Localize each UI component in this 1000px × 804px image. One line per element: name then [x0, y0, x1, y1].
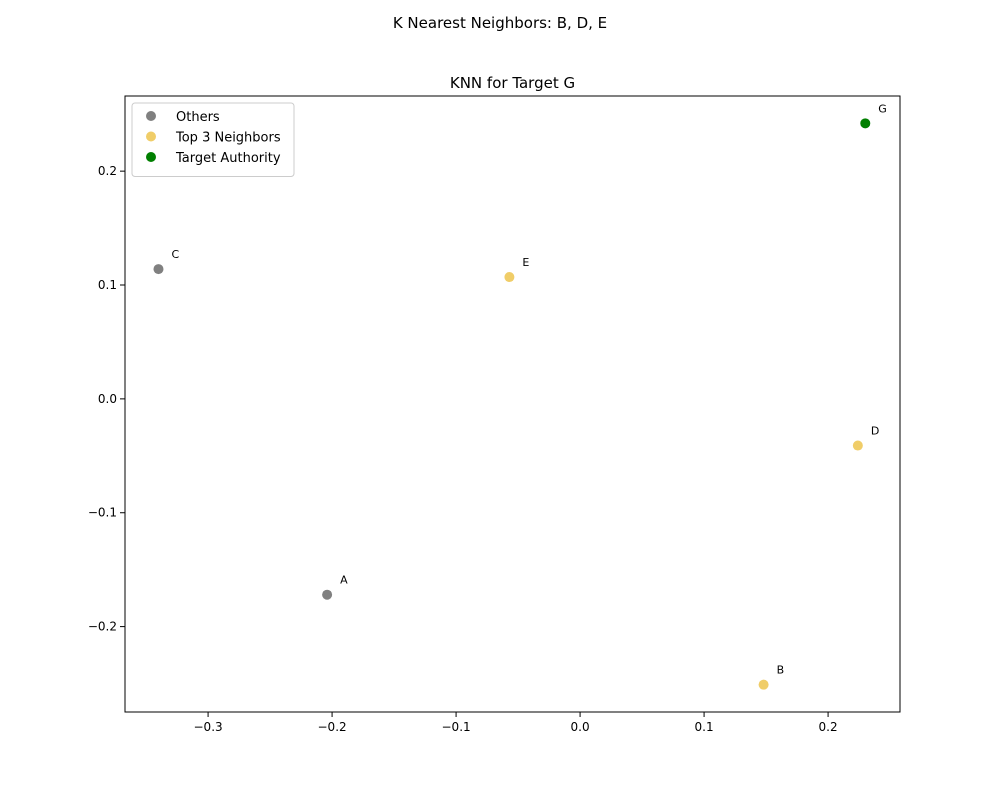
point-label-e: E [522, 256, 529, 269]
y-axis: −0.2 −0.1 0.0 0.1 0.2 [88, 164, 125, 634]
legend-marker [146, 111, 156, 121]
point-d [852, 440, 863, 451]
x-tick-label: −0.3 [194, 720, 223, 734]
legend-entry-label: Target Authority [175, 151, 281, 166]
y-tick-label: −0.1 [88, 506, 117, 520]
x-tick-label: 0.2 [819, 720, 838, 734]
legend-entry-label: Top 3 Neighbors [175, 131, 281, 146]
point-a [322, 589, 333, 600]
plot-area [124, 95, 901, 713]
x-tick-label: −0.1 [442, 720, 471, 734]
y-tick-label: 0.0 [98, 392, 117, 406]
legend-marker [146, 152, 156, 162]
point-b [758, 679, 769, 690]
x-axis: −0.3 −0.2 −0.1 0.0 0.1 0.2 [194, 712, 838, 734]
legend: Others Top 3 Neighbors Target Authority [131, 102, 295, 177]
point-g [860, 118, 871, 129]
point-label-c: C [171, 248, 179, 261]
point-label-g: G [878, 102, 887, 115]
legend-entry-label: Others [176, 110, 220, 125]
x-tick-label: −0.2 [318, 720, 347, 734]
x-tick-label: 0.0 [571, 720, 590, 734]
legend-marker [146, 131, 156, 142]
point-label-b: B [777, 664, 785, 677]
data-points: C A E D B G [153, 102, 887, 690]
y-tick-label: 0.2 [98, 164, 117, 178]
point-c [153, 264, 164, 275]
point-e [504, 272, 515, 283]
point-label-d: D [871, 425, 879, 438]
point-label-a: A [340, 574, 348, 587]
chart-title: KNN for Target G [450, 74, 575, 92]
y-tick-label: −0.2 [88, 620, 117, 634]
figure-suptitle: K Nearest Neighbors: B, D, E [393, 14, 607, 32]
x-tick-label: 0.1 [695, 720, 714, 734]
legend-box [131, 102, 295, 177]
y-tick-label: 0.1 [98, 278, 117, 292]
